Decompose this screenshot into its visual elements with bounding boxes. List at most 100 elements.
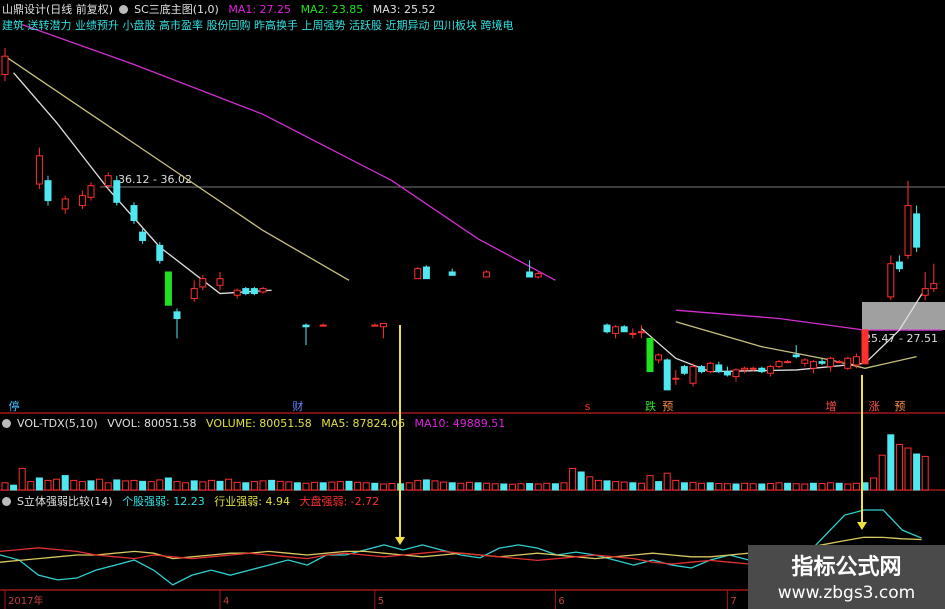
candle	[156, 244, 164, 261]
candle	[827, 357, 835, 368]
volume-bar	[870, 477, 878, 491]
volume-bar	[766, 483, 774, 491]
ma2-value: MA2: 23.85	[300, 3, 364, 16]
candle	[637, 331, 645, 334]
volume-bar	[173, 481, 181, 491]
volume-bar	[78, 481, 86, 491]
candle	[173, 311, 181, 319]
candle	[612, 326, 620, 334]
candle	[259, 288, 267, 293]
candle	[904, 205, 912, 256]
volume-bar	[225, 478, 233, 491]
volume-bar	[620, 481, 628, 491]
indicator-menu-icon[interactable]	[119, 5, 129, 14]
volume-bar	[715, 483, 723, 491]
strength-indicator-name[interactable]: S立体强弱比较(14)	[17, 495, 113, 508]
volume-bar	[491, 483, 499, 491]
candle	[921, 288, 929, 296]
candle	[414, 268, 422, 280]
volume-bar	[10, 484, 18, 491]
volume-bar	[775, 482, 783, 491]
volume-bar	[551, 483, 559, 491]
candle	[448, 271, 456, 276]
candle	[164, 271, 172, 306]
ma1-line	[21, 24, 556, 281]
candle	[689, 366, 697, 384]
candle	[233, 289, 241, 296]
candle	[371, 324, 379, 327]
volume-bar	[508, 483, 516, 491]
candle	[887, 263, 895, 298]
ma3-line	[640, 288, 926, 373]
volume-bar	[139, 480, 147, 491]
candle	[723, 371, 731, 376]
indicator-name[interactable]: SC三底主图(1,0)	[134, 3, 219, 16]
volume-bar	[104, 482, 112, 491]
volume-bar	[336, 481, 344, 491]
volume-bar	[147, 481, 155, 491]
candle	[706, 362, 714, 373]
candle	[104, 175, 112, 187]
main-chart-header: 山鼎设计(日线 前复权) SC三底主图(1,0) MA1: 27.25 MA2: …	[2, 1, 442, 17]
volume-bar	[457, 482, 465, 491]
range-label: 25.47 - 27.51	[864, 332, 938, 345]
candle	[844, 357, 852, 369]
volume-bar	[268, 479, 276, 491]
candle	[526, 271, 534, 278]
volume-bar	[913, 453, 921, 491]
volume-indicator-name[interactable]: VOL-TDX(5,10)	[17, 417, 98, 430]
arrow-down-icon	[857, 522, 867, 530]
strength-header: S立体强弱比较(14) 个股强弱: 12.23 行业强弱: 4.94 大盘强弱:…	[2, 493, 385, 509]
watermark-title: 指标公式网	[791, 555, 902, 580]
volume-menu-icon[interactable]	[2, 419, 11, 428]
concept-tags: 建筑 送转潜力 业绩预升 小盘股 高市盈率 股份回购 昨高换手 上周强势 活跃股…	[2, 19, 514, 32]
volume-bar	[121, 480, 129, 491]
volume-bar	[603, 480, 611, 491]
candle	[534, 273, 542, 278]
candle	[758, 367, 766, 373]
volume-bar	[70, 479, 78, 491]
candle	[913, 213, 921, 248]
candle	[792, 354, 800, 358]
volume-bar	[465, 481, 473, 491]
volume-bar	[852, 482, 860, 491]
volume-bar	[749, 483, 757, 491]
volume-bar	[526, 483, 534, 491]
watermark: 指标公式网 www.zbgs3.com	[748, 545, 945, 609]
volume-bar	[319, 482, 327, 491]
volume-bar	[577, 471, 585, 491]
event-marker: 预	[894, 400, 905, 413]
volume-bar	[784, 482, 792, 491]
volume-bar	[758, 483, 766, 491]
candle	[680, 366, 688, 374]
volume-bar	[61, 475, 69, 491]
volume-bar	[448, 482, 456, 491]
event-marker: s	[585, 400, 591, 413]
candle	[87, 185, 95, 198]
candle	[379, 322, 387, 328]
volume-bar	[569, 467, 577, 491]
volume-bar	[655, 481, 663, 491]
candle	[483, 271, 491, 278]
volume-bar	[216, 480, 224, 491]
volume-bar	[586, 476, 594, 491]
volume-bar	[629, 482, 637, 491]
volume-bar	[818, 483, 826, 491]
volume-value: VOLUME: 80051.58	[206, 417, 312, 430]
candle	[130, 205, 138, 222]
event-marker: 财	[292, 399, 303, 413]
event-marker: 涨	[869, 400, 880, 413]
volume-bar	[44, 479, 52, 491]
strength-menu-icon[interactable]	[2, 497, 11, 506]
candle	[809, 361, 817, 369]
volume-bar	[895, 443, 903, 491]
candle	[629, 332, 637, 335]
volume-bar	[431, 480, 439, 491]
volume-bar	[328, 481, 336, 491]
volume-bar	[311, 481, 319, 491]
candle	[784, 361, 792, 364]
volume-bar	[35, 477, 43, 491]
candle	[801, 359, 809, 364]
volume-bar	[422, 479, 430, 491]
